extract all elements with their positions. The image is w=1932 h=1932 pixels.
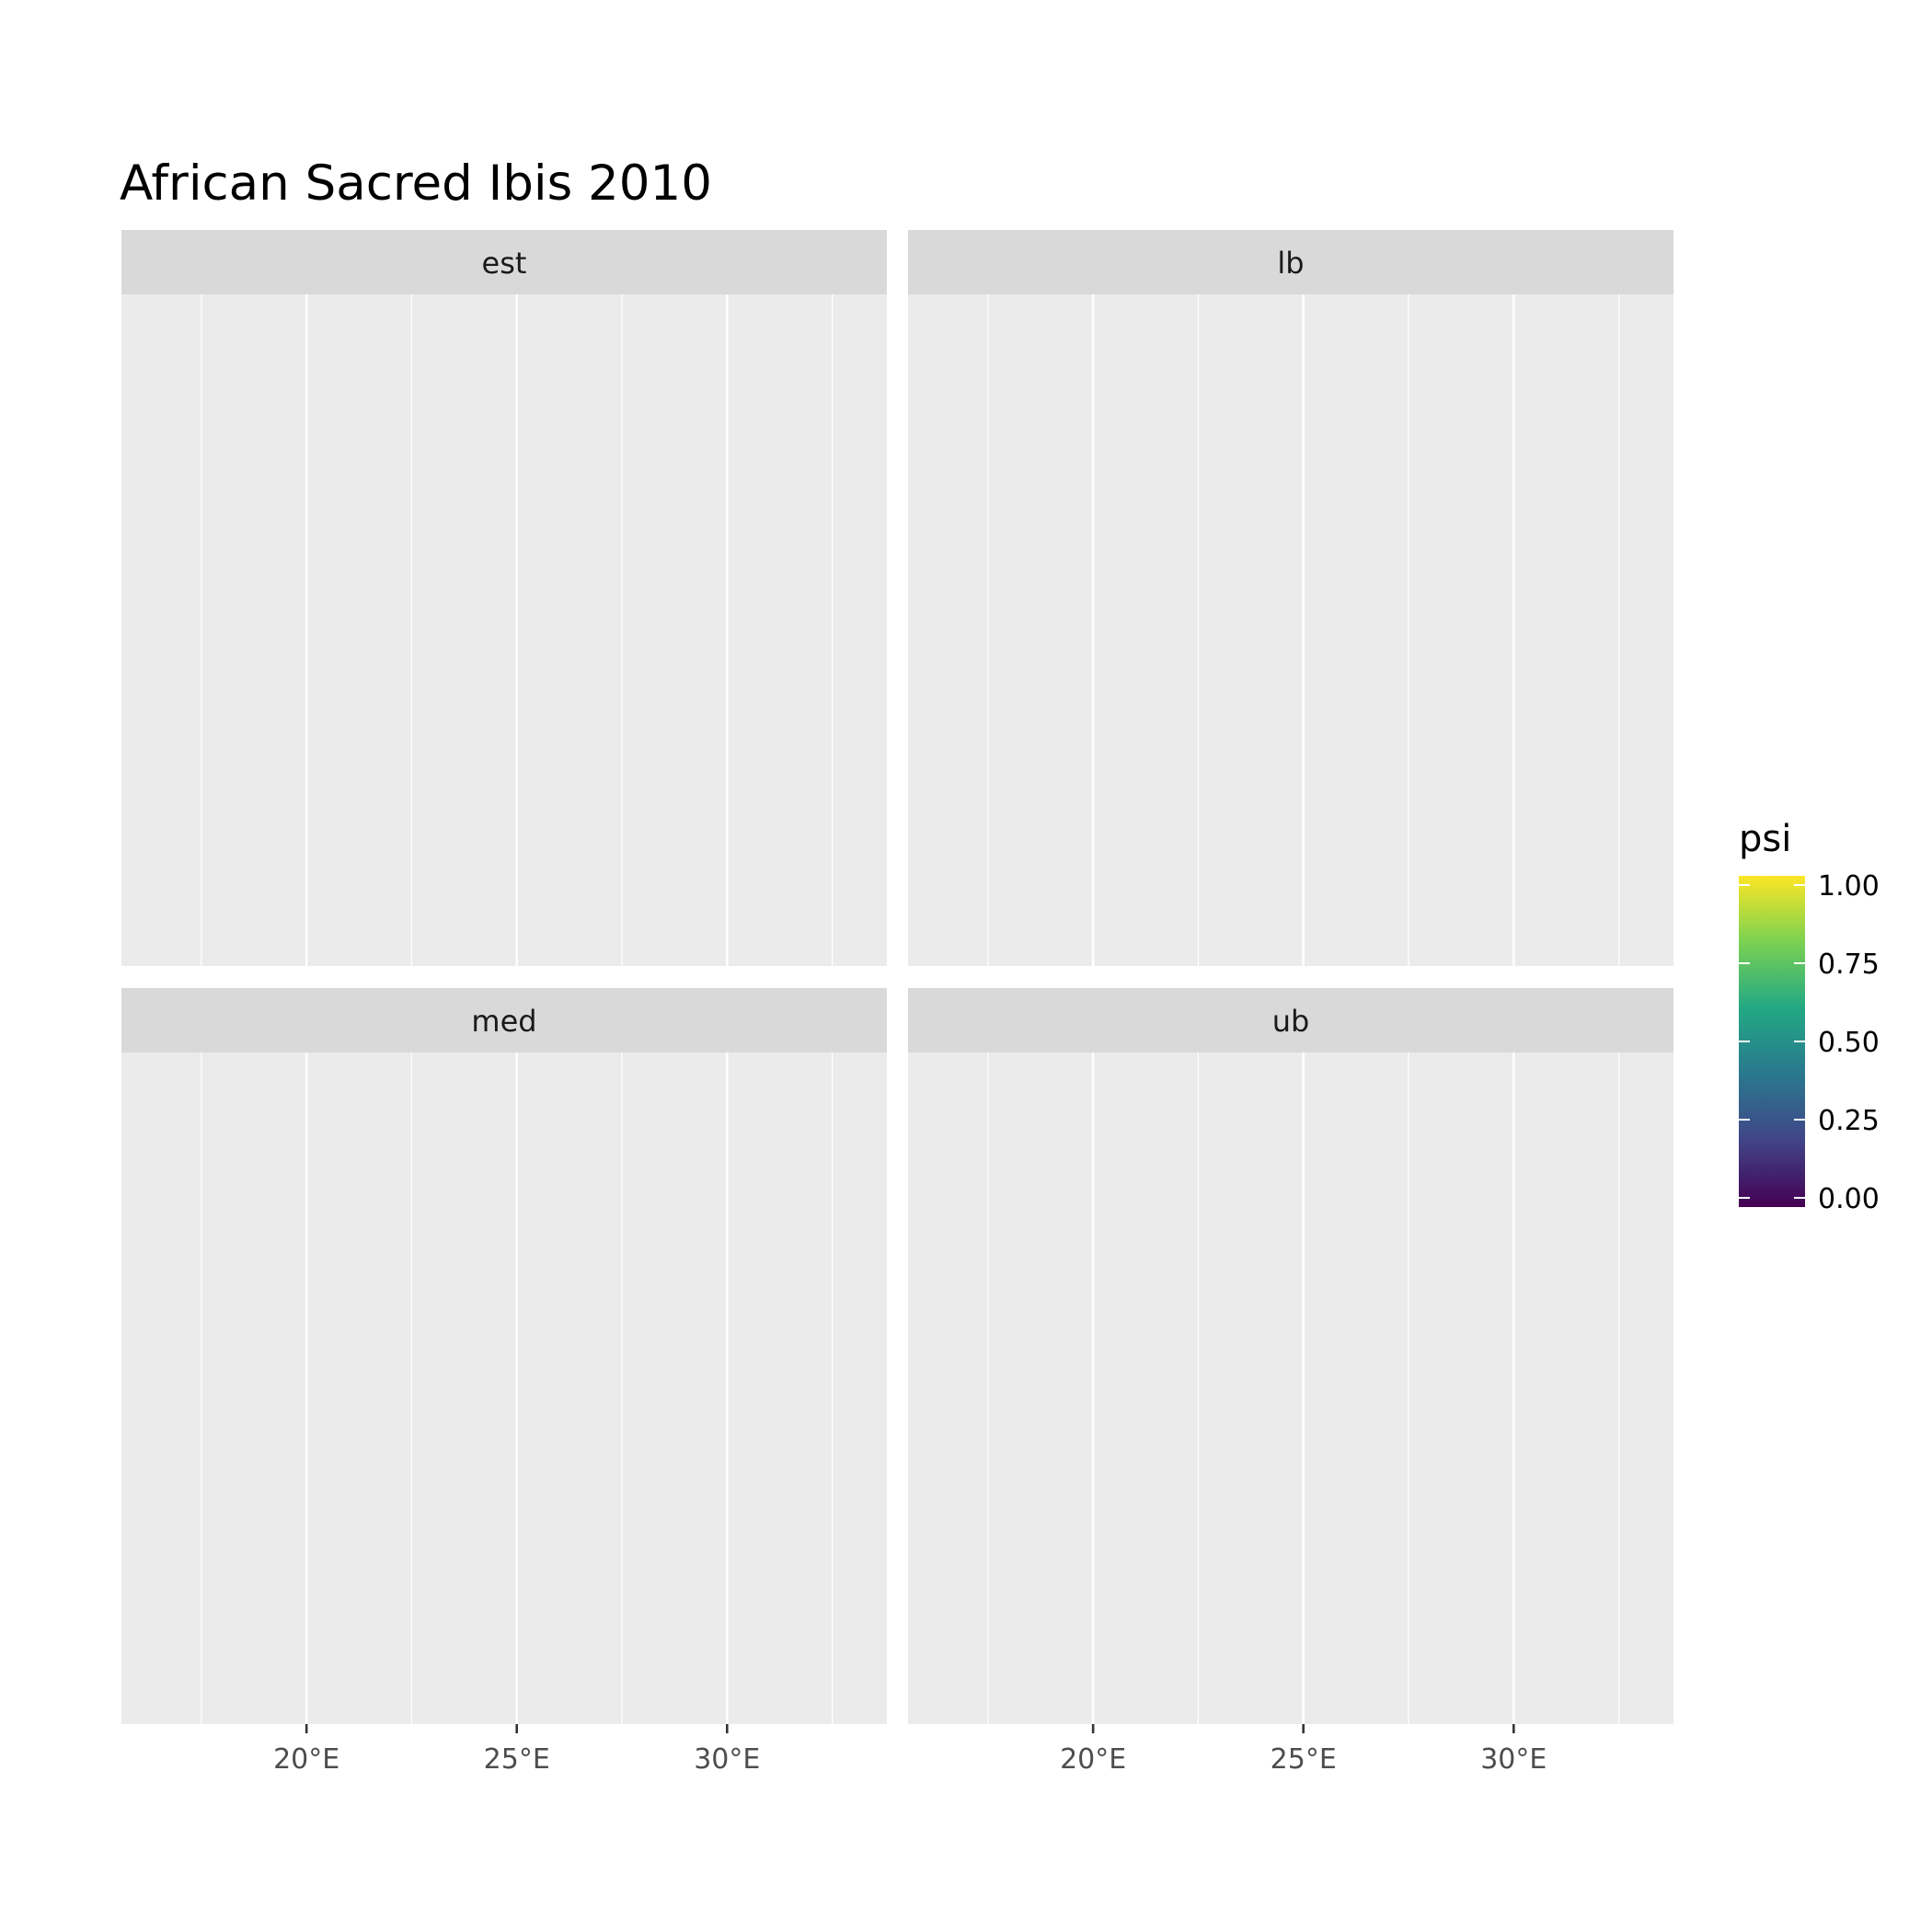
x-tick-label: 25°E — [484, 1743, 550, 1776]
legend-ticks: 1.00 0.75 0.50 0.25 0.00 — [1739, 870, 1880, 1215]
facet-strip — [908, 988, 1673, 1052]
x-tick-label: 25°E — [1271, 1743, 1337, 1776]
facet-strip-label: est — [482, 246, 527, 281]
facet-strip — [121, 230, 887, 294]
x-axes: 20°E 25°E 30°E 20°E 25°E 30°E — [273, 1724, 1547, 1776]
x-tick-label: 20°E — [1060, 1743, 1126, 1776]
panel-background — [121, 294, 887, 966]
facet-strip-label: med — [471, 1004, 536, 1039]
legend-title: psi — [1739, 818, 1791, 860]
x-tick-label: 30°E — [694, 1743, 760, 1776]
legend-label: 0.25 — [1818, 1105, 1880, 1137]
legend-label: 0.75 — [1818, 949, 1880, 981]
x-tick-label: 20°E — [273, 1743, 339, 1776]
legend-label: 0.00 — [1818, 1183, 1880, 1215]
facet-panel-med: med — [121, 988, 887, 1724]
panel-background — [908, 294, 1673, 966]
legend-label: 1.00 — [1818, 870, 1880, 903]
facet-panel-lb: lb — [908, 230, 1673, 966]
facet-panel-ub: ub — [908, 988, 1673, 1724]
facet-strip — [121, 988, 887, 1052]
x-tick-label: 30°E — [1480, 1743, 1547, 1776]
legend-label: 0.50 — [1818, 1027, 1880, 1059]
facet-strip-label: ub — [1272, 1004, 1310, 1039]
facet-panel-est: est — [121, 230, 887, 966]
panel-background — [908, 1052, 1673, 1724]
plot-title: African Sacred Ibis 2010 — [120, 155, 712, 212]
facet-strip — [908, 230, 1673, 294]
facet-panels: est lb med ub — [121, 230, 1673, 1724]
facet-strip-label: lb — [1277, 246, 1304, 281]
legend: psi 1.00 0.75 0.50 0.25 0.00 — [1739, 818, 1880, 1215]
panel-background — [121, 1052, 887, 1724]
